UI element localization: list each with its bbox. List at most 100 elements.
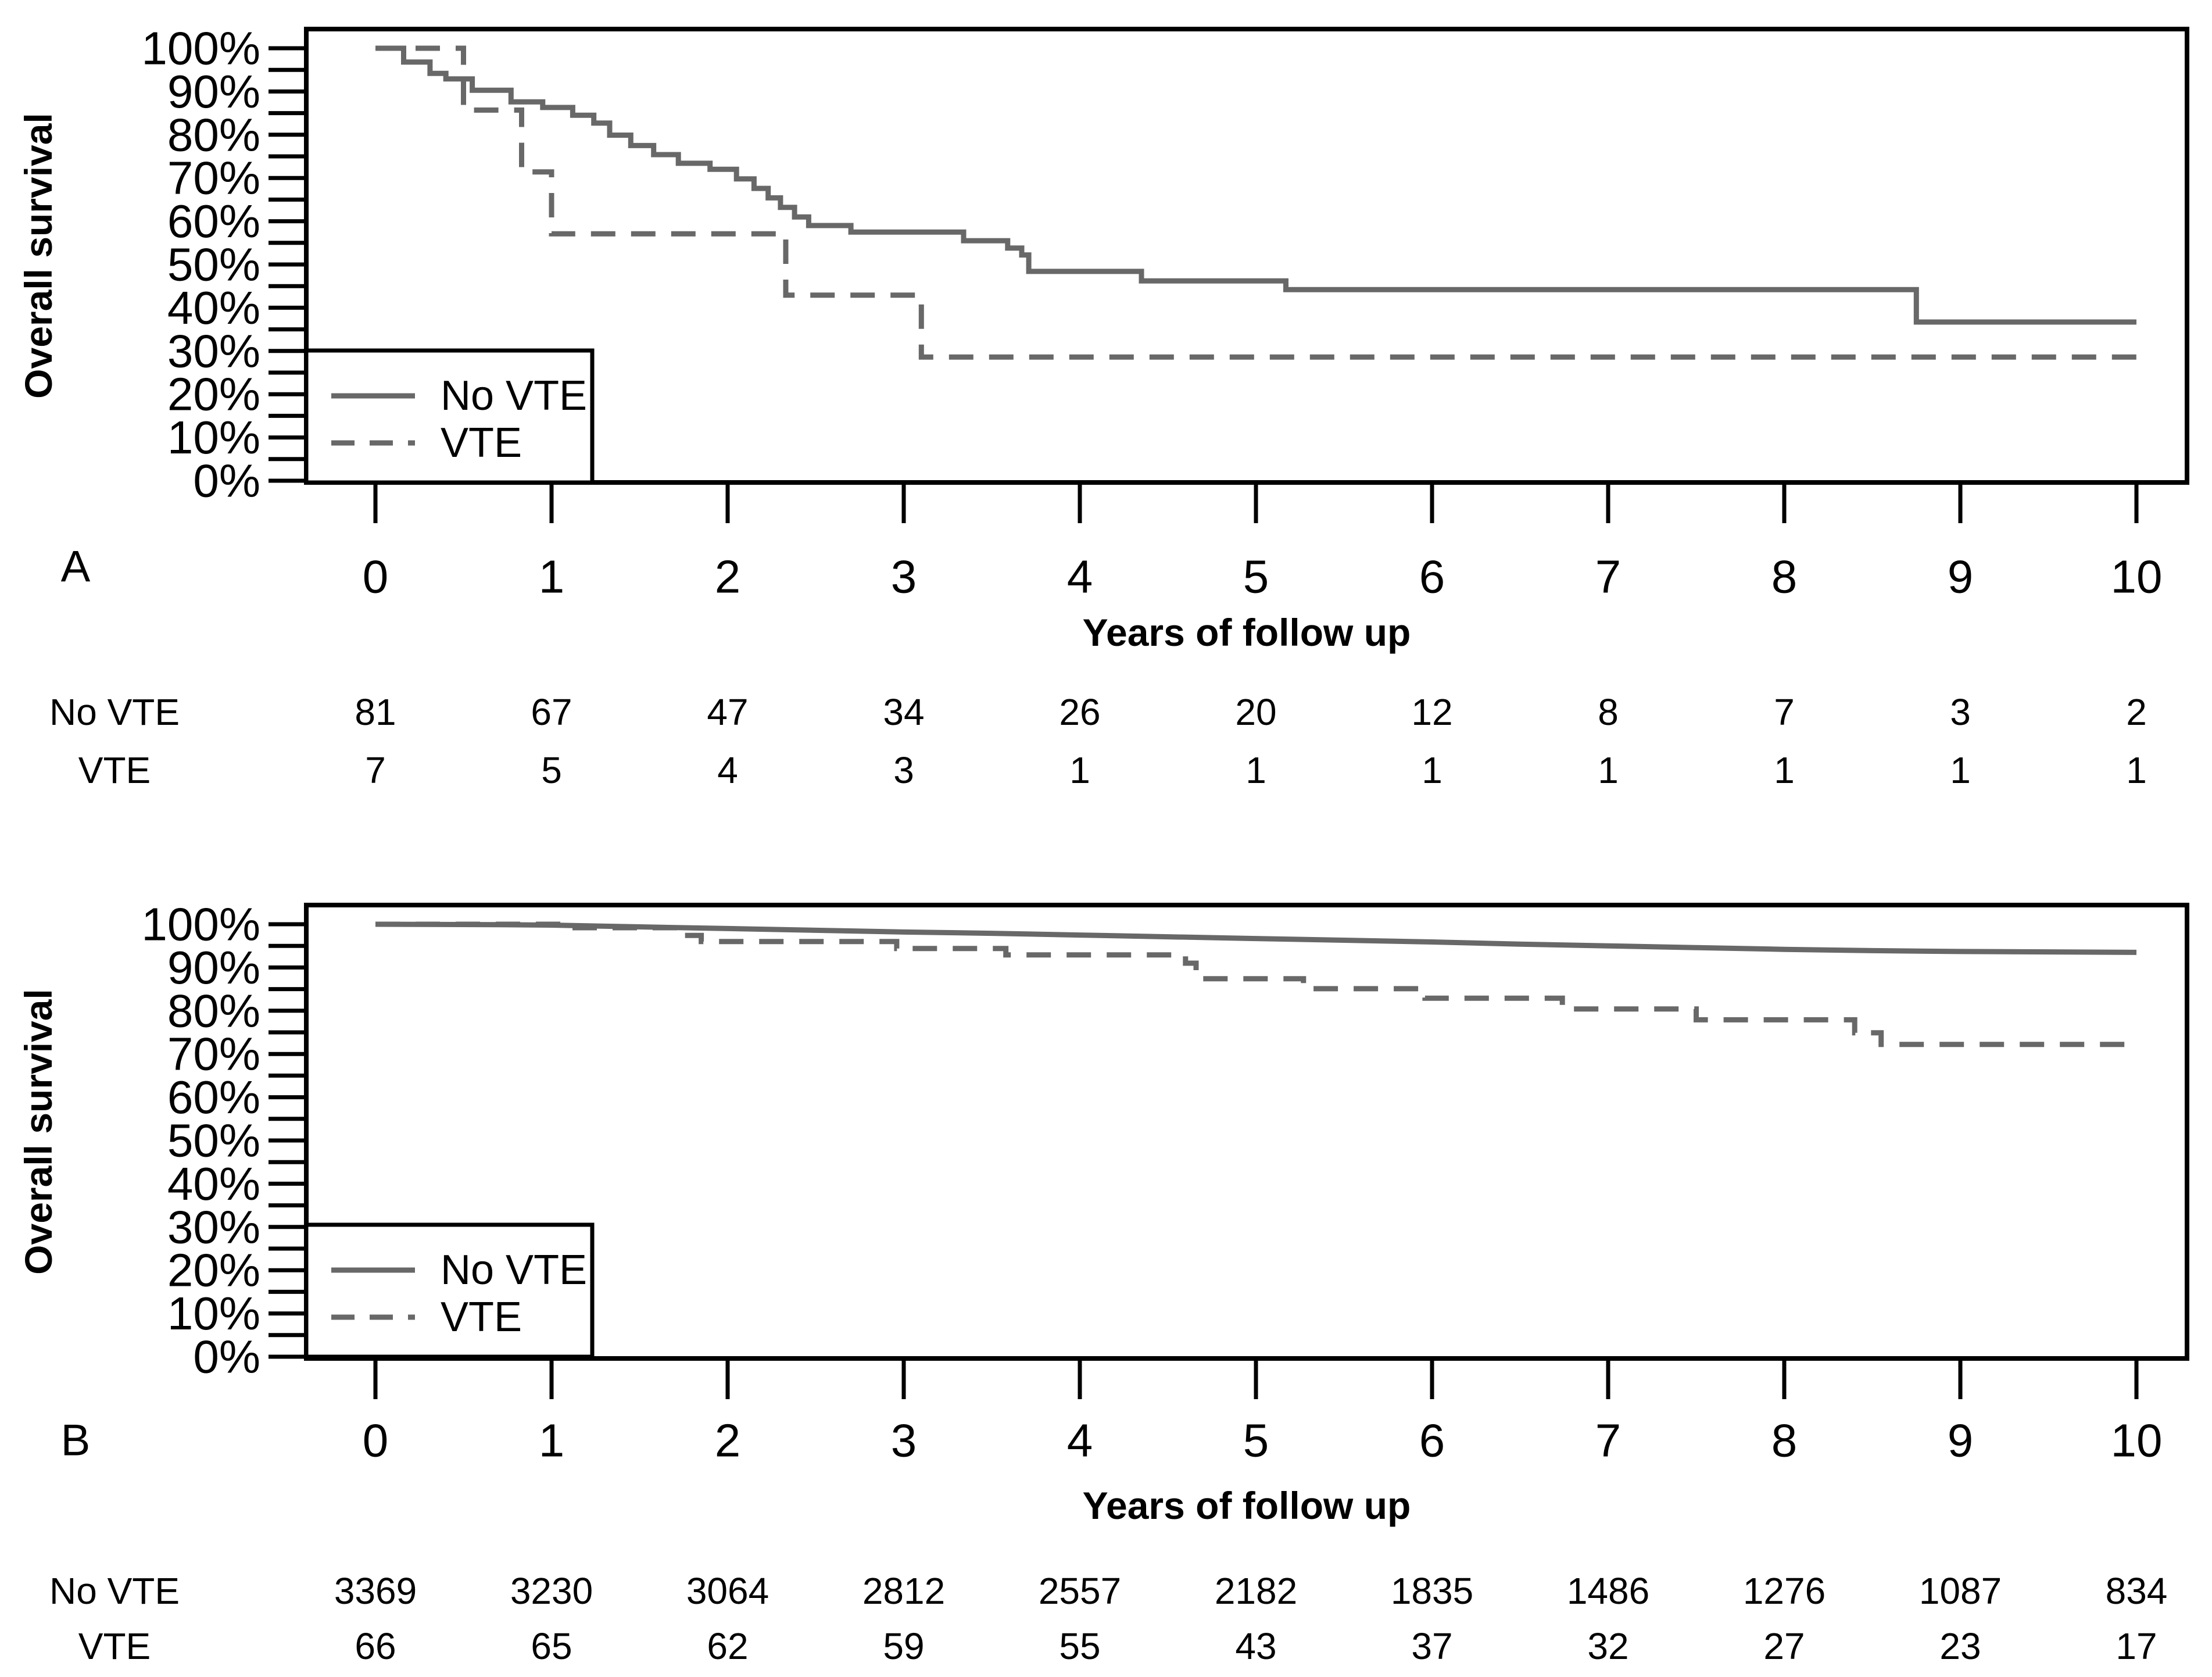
y-tick-label: 20% bbox=[167, 1245, 260, 1296]
y-tick-label: 60% bbox=[167, 195, 260, 247]
risk-row-label: VTE bbox=[78, 1625, 151, 1667]
y-tick-label: 60% bbox=[167, 1071, 260, 1123]
risk-count: 1 bbox=[1422, 749, 1443, 791]
risk-count: 55 bbox=[1059, 1625, 1100, 1667]
y-tick-label: 30% bbox=[167, 1201, 260, 1253]
legend bbox=[304, 1222, 595, 1359]
x-axis-title: Years of follow up bbox=[1083, 611, 1411, 654]
x-tick-label: 1 bbox=[539, 1415, 565, 1467]
risk-count: 67 bbox=[531, 691, 572, 733]
panel-b: 0%10%20%30%40%50%60%70%80%90%100%0336966… bbox=[17, 899, 2189, 1667]
x-tick-label: 10 bbox=[2111, 1415, 2163, 1467]
y-tick-label: 50% bbox=[167, 239, 260, 291]
risk-count: 2812 bbox=[862, 1570, 945, 1612]
y-tick-label: 90% bbox=[167, 66, 260, 117]
risk-count: 834 bbox=[2106, 1570, 2168, 1612]
risk-count: 81 bbox=[355, 691, 396, 733]
risk-count: 27 bbox=[1763, 1625, 1805, 1667]
km-curve-vte bbox=[375, 921, 2136, 1047]
y-tick-label: 40% bbox=[167, 282, 260, 334]
y-tick-label: 40% bbox=[167, 1158, 260, 1210]
risk-count: 1 bbox=[1069, 749, 1090, 791]
risk-count: 37 bbox=[1411, 1625, 1452, 1667]
risk-count: 3064 bbox=[686, 1570, 769, 1612]
plot-frame bbox=[304, 903, 2189, 1361]
risk-count: 59 bbox=[883, 1625, 924, 1667]
risk-count: 1276 bbox=[1743, 1570, 1826, 1612]
y-tick-label: 10% bbox=[167, 1288, 260, 1339]
y-tick-label: 80% bbox=[167, 109, 260, 160]
risk-count: 7 bbox=[365, 749, 386, 791]
risk-count: 1087 bbox=[1919, 1570, 2002, 1612]
y-tick-label: 20% bbox=[167, 369, 260, 420]
y-tick-label: 0% bbox=[193, 455, 260, 507]
risk-count: 1486 bbox=[1567, 1570, 1649, 1612]
panel-a: 0%10%20%30%40%50%60%70%80%90%100%0817167… bbox=[17, 23, 2189, 791]
risk-count: 3369 bbox=[334, 1570, 417, 1612]
km-curve-no-vte bbox=[375, 921, 2137, 955]
x-tick-label: 8 bbox=[1771, 551, 1798, 603]
x-tick-label: 6 bbox=[1419, 551, 1445, 603]
x-tick-label: 5 bbox=[1243, 1415, 1269, 1467]
risk-count: 32 bbox=[1587, 1625, 1628, 1667]
y-tick-label: 70% bbox=[167, 1028, 260, 1080]
risk-count: 4 bbox=[717, 749, 738, 791]
legend bbox=[304, 348, 595, 485]
plot-frame bbox=[304, 27, 2189, 485]
risk-count: 1 bbox=[1598, 749, 1619, 791]
risk-count: 1835 bbox=[1391, 1570, 1473, 1612]
risk-row-label: VTE bbox=[78, 749, 151, 791]
panel-letter: A bbox=[61, 542, 91, 592]
x-tick-label: 6 bbox=[1419, 1415, 1445, 1467]
risk-count: 3 bbox=[1950, 691, 1971, 733]
risk-count: 34 bbox=[883, 691, 924, 733]
y-tick-label: 30% bbox=[167, 325, 260, 377]
y-tick-label: 10% bbox=[167, 412, 260, 463]
risk-count: 1 bbox=[1774, 749, 1795, 791]
risk-count: 20 bbox=[1235, 691, 1276, 733]
risk-count: 5 bbox=[541, 749, 562, 791]
y-tick-label: 100% bbox=[141, 23, 260, 74]
risk-count: 26 bbox=[1059, 691, 1100, 733]
risk-count: 43 bbox=[1235, 1625, 1276, 1667]
risk-count: 8 bbox=[1598, 691, 1619, 733]
risk-count: 2557 bbox=[1039, 1570, 1121, 1612]
risk-count: 3 bbox=[893, 749, 914, 791]
risk-row-label: No VTE bbox=[49, 1570, 180, 1612]
legend-item-label-vte: VTE bbox=[441, 1294, 522, 1340]
risk-count: 23 bbox=[1939, 1625, 1981, 1667]
panel-letter: B bbox=[61, 1416, 91, 1465]
y-axis-title: Overall survival bbox=[17, 989, 60, 1275]
y-tick-label: 0% bbox=[193, 1331, 260, 1383]
risk-count: 7 bbox=[1774, 691, 1795, 733]
x-tick-label: 0 bbox=[363, 1415, 389, 1467]
x-tick-label: 1 bbox=[539, 551, 565, 603]
x-tick-label: 8 bbox=[1771, 1415, 1798, 1467]
y-tick-label: 70% bbox=[167, 152, 260, 204]
x-tick-label: 2 bbox=[715, 1415, 741, 1467]
legend-item-label-vte: VTE bbox=[441, 420, 522, 466]
x-tick-label: 2 bbox=[715, 551, 741, 603]
x-tick-label: 4 bbox=[1067, 551, 1093, 603]
x-tick-label: 3 bbox=[891, 1415, 917, 1467]
x-tick-label: 10 bbox=[2111, 551, 2163, 603]
x-tick-label: 0 bbox=[363, 551, 389, 603]
risk-count: 1 bbox=[1950, 749, 1971, 791]
x-tick-label: 5 bbox=[1243, 551, 1269, 603]
x-tick-label: 4 bbox=[1067, 1415, 1093, 1467]
x-tick-label: 9 bbox=[1948, 551, 1974, 603]
risk-count: 2 bbox=[2126, 691, 2147, 733]
risk-count: 47 bbox=[707, 691, 748, 733]
legend-item-label-no-vte: No VTE bbox=[441, 1247, 587, 1293]
risk-count: 17 bbox=[2116, 1625, 2157, 1667]
risk-count: 12 bbox=[1411, 691, 1452, 733]
risk-count: 1 bbox=[2126, 749, 2147, 791]
km-curve-vte bbox=[375, 45, 2136, 360]
risk-row-label: No VTE bbox=[49, 691, 180, 733]
legend-item-label-no-vte: No VTE bbox=[441, 373, 587, 419]
y-tick-label: 50% bbox=[167, 1115, 260, 1167]
x-tick-label: 9 bbox=[1948, 1415, 1974, 1467]
y-axis-title: Overall survival bbox=[17, 113, 60, 399]
risk-count: 1 bbox=[1245, 749, 1266, 791]
